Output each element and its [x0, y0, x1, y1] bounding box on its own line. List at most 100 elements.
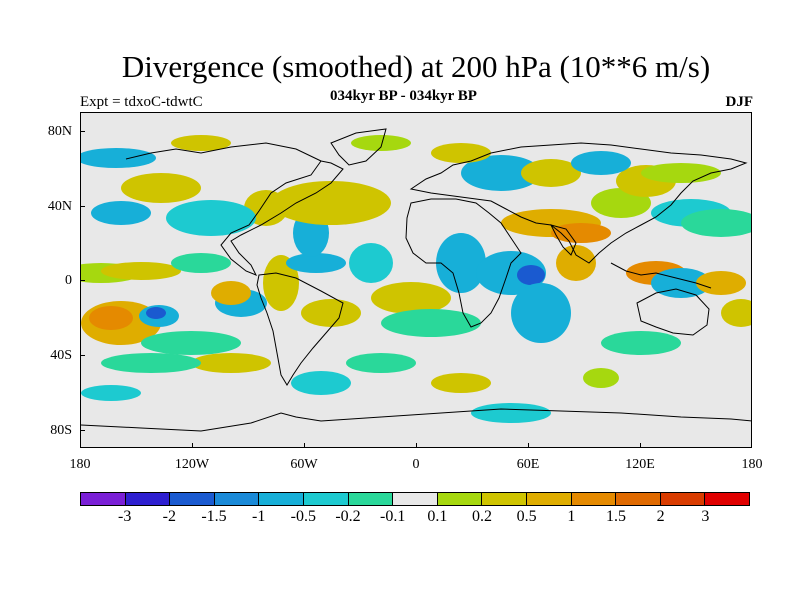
- field-blob: [191, 353, 271, 373]
- divergence-map: [81, 128, 751, 432]
- chart-subtitle: 034kyr BP - 034kyr BP: [330, 88, 477, 104]
- divergence-field: [81, 135, 751, 423]
- lon-tick: [528, 443, 529, 448]
- field-blob: [517, 265, 545, 285]
- colorbar-swatch: [482, 493, 527, 505]
- field-blob: [696, 271, 746, 295]
- colorbar-label: -2: [162, 508, 176, 525]
- field-blob: [641, 163, 721, 183]
- colorbar-label: -1: [251, 508, 266, 525]
- field-blob: [346, 353, 416, 373]
- colorbar-label: 1: [567, 508, 576, 525]
- lon-label-120e: 120E: [625, 457, 655, 472]
- lon-label-0: 0: [412, 457, 420, 472]
- field-blob: [461, 155, 541, 191]
- colorbar-label: -0.2: [335, 508, 361, 525]
- colorbar-label: -0.5: [290, 508, 316, 525]
- field-blob: [431, 373, 491, 393]
- field-blob: [89, 306, 133, 330]
- lat-tick: [80, 430, 85, 431]
- coastline-antarctica: [81, 408, 751, 432]
- field-blob: [681, 209, 751, 237]
- coastline-australia: [636, 288, 710, 336]
- colorbar-swatch: [616, 493, 661, 505]
- field-blob: [301, 299, 361, 327]
- field-blob: [721, 299, 751, 327]
- lat-label-80s: 80S: [50, 423, 72, 438]
- chart-title: Divergence (smoothed) at 200 hPa (10**6 …: [121, 49, 711, 84]
- lat-tick: [80, 355, 85, 356]
- field-blob: [351, 135, 411, 151]
- lon-tick: [192, 443, 193, 448]
- lat-label-40n: 40N: [47, 199, 72, 214]
- colorbar-swatch: [348, 493, 394, 505]
- colorbar-swatch: [259, 493, 304, 505]
- colorbar-swatch: [526, 493, 572, 505]
- colorbar-label: -0.1: [379, 508, 406, 525]
- field-blob: [81, 148, 156, 168]
- coastline-africa: [405, 198, 522, 328]
- colorbar-label: 2: [656, 508, 665, 525]
- colorbar-label: -3: [117, 508, 132, 525]
- field-blob: [101, 353, 201, 373]
- colorbar-swatch: [705, 493, 749, 505]
- field-blob: [511, 283, 571, 343]
- lon-label-120w: 120W: [174, 457, 210, 472]
- lon-label-180e: 180: [741, 457, 763, 472]
- field-blob: [81, 385, 141, 401]
- colorbar-swatch: [571, 493, 617, 505]
- lat-label-eq: 0: [65, 273, 72, 288]
- colorbar-swatch: [660, 493, 706, 505]
- colorbar-label: 1.5: [606, 508, 626, 525]
- lat-tick: [80, 280, 85, 281]
- colorbar-label: 0.1: [427, 508, 448, 525]
- field-blob: [211, 281, 251, 305]
- colorbar-label: 0.5: [516, 508, 537, 525]
- field-blob: [381, 309, 481, 337]
- colorbar: [80, 492, 750, 506]
- season-label: DJF: [725, 94, 754, 110]
- lat-tick: [80, 131, 85, 132]
- coastlines: [81, 128, 751, 432]
- field-blob: [349, 243, 393, 283]
- coastline-india: [550, 224, 577, 256]
- field-blob: [521, 159, 581, 187]
- field-blob: [141, 331, 241, 355]
- field-blob: [171, 135, 231, 151]
- lon-tick: [416, 443, 417, 448]
- field-blob: [121, 173, 201, 203]
- colorbar-label: 3: [701, 508, 710, 525]
- coastline-greenland: [330, 128, 387, 166]
- coastline-south-america: [256, 272, 344, 386]
- colorbar-swatch: [170, 493, 215, 505]
- field-blob: [371, 282, 451, 314]
- field-blob: [166, 200, 256, 236]
- field-blob: [556, 245, 596, 281]
- field-blob: [601, 331, 681, 355]
- colorbar-swatch: [125, 493, 171, 505]
- field-blob: [286, 253, 346, 273]
- field-blob: [101, 262, 181, 280]
- coastline-maritime-continent: [610, 262, 712, 289]
- colorbar-swatch: [214, 493, 260, 505]
- field-blob: [291, 371, 351, 395]
- experiment-label: Expt = tdxoC-tdwtC: [80, 94, 203, 110]
- lon-label-60e: 60E: [516, 457, 540, 472]
- lon-label-60w: 60W: [290, 457, 318, 472]
- field-blob: [271, 181, 391, 225]
- field-blob: [146, 307, 166, 319]
- colorbar-label: -1.5: [201, 508, 227, 525]
- colorbar-swatch: [437, 493, 483, 505]
- lon-label-180w: 180: [69, 457, 91, 472]
- field-blob: [436, 233, 486, 293]
- field-blob: [263, 255, 299, 311]
- field-blob: [571, 151, 631, 175]
- field-blob: [583, 368, 619, 388]
- field-blob: [551, 223, 611, 243]
- coastline-eurasia: [409, 142, 748, 264]
- colorbar-label: 0.2: [472, 508, 492, 525]
- colorbar-swatch: [303, 493, 349, 505]
- lon-tick: [640, 443, 641, 448]
- colorbar-swatch: [81, 493, 126, 505]
- lat-label-80n: 80N: [47, 124, 72, 139]
